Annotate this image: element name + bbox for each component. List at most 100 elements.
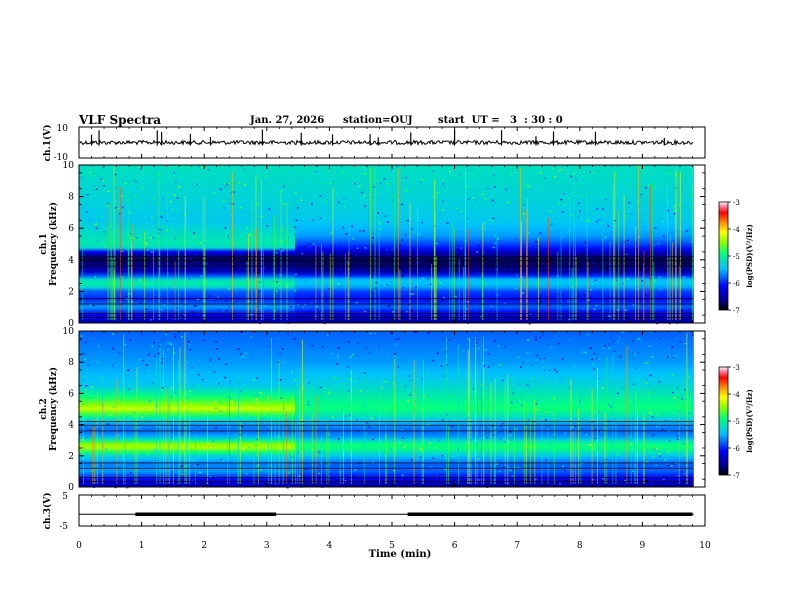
spectrogram-speckle xyxy=(651,416,654,418)
spectrogram-speckle xyxy=(124,186,127,189)
spectrogram-speckle xyxy=(653,186,656,188)
spectrogram-speckle xyxy=(542,361,545,363)
spectrogram-speckle xyxy=(432,438,435,440)
spectrogram-speckle xyxy=(608,347,611,349)
spectrogram-speckle xyxy=(292,311,295,313)
spectrogram-speckle xyxy=(692,349,695,351)
spectrogram-speckle xyxy=(158,173,160,175)
spectrogram-speckle xyxy=(435,242,438,245)
ch3-ylabel: ch.3(V) xyxy=(42,493,53,530)
spectrogram-speckle xyxy=(542,229,545,232)
spectrogram-speckle xyxy=(311,225,314,227)
spectrogram-speckle xyxy=(171,209,174,211)
spectrogram-speckle xyxy=(435,197,438,199)
spectrogram-speckle xyxy=(617,441,620,443)
spectrogram-speckle xyxy=(664,206,667,208)
spectrogram-speckle xyxy=(212,418,215,420)
spectrogram-speckle xyxy=(274,264,277,267)
spectrogram-speckle xyxy=(484,348,487,351)
spectrogram-speckle xyxy=(86,230,89,232)
spectrogram-speckle xyxy=(442,183,444,185)
spectrogram-speckle xyxy=(569,339,572,341)
spectrogram-speckle xyxy=(400,193,403,195)
spectrogram-speckle xyxy=(638,236,641,238)
spectrogram-speckle xyxy=(268,483,271,485)
spectrogram-speckle xyxy=(533,396,536,399)
spectrogram-speckle xyxy=(190,366,193,369)
spectrogram-speckle xyxy=(582,307,585,310)
spectrogram-speckle xyxy=(687,321,690,324)
spectrogram-speckle xyxy=(197,298,200,300)
colorbar-tick-label: -3 xyxy=(733,364,740,372)
spectrogram-speckle xyxy=(330,232,333,235)
spectrogram-speckle xyxy=(79,338,82,341)
spectrogram-speckle xyxy=(487,439,489,442)
spectrogram-speckle xyxy=(576,191,579,193)
spectrogram-speckle xyxy=(483,222,486,224)
spectrogram-speckle xyxy=(622,282,625,285)
spectrogram-speckle xyxy=(512,271,515,273)
time-tick-label: 0 xyxy=(76,541,82,551)
spectrogram-speckle xyxy=(472,368,475,371)
spectrogram-speckle xyxy=(409,394,412,396)
spectrogram-speckle xyxy=(280,190,283,192)
spectrogram-speckle xyxy=(633,358,636,360)
spectrogram-speckle xyxy=(589,444,592,446)
spectrogram-speckle xyxy=(510,172,513,175)
spectrogram-speckle xyxy=(94,276,97,278)
spectrogram-speckle xyxy=(166,229,168,231)
spectrogram-speckle xyxy=(161,388,164,391)
spectrogram-speckle xyxy=(177,481,180,483)
spectrogram-speckle xyxy=(526,352,529,354)
spectrogram-speckle xyxy=(147,282,149,284)
spectrogram-speckle xyxy=(441,455,444,457)
spectrogram-speckle xyxy=(158,345,161,348)
spectrogram-speckle xyxy=(469,439,472,441)
spectrogram-speckle xyxy=(379,228,382,230)
spectrogram-speckle xyxy=(357,378,360,380)
spectrogram-speckle xyxy=(394,339,397,341)
spectrogram-speckle xyxy=(207,371,210,374)
spectrogram-speckle xyxy=(142,360,144,362)
spectrogram-speckle xyxy=(654,279,657,282)
spectrogram-speckle xyxy=(577,295,580,297)
spectrogram-speckle xyxy=(477,244,480,247)
spectrogram-speckle xyxy=(356,419,359,421)
spectrogram-speckle xyxy=(622,387,625,389)
spectrogram-speckle xyxy=(81,379,84,381)
spectrogram-speckle xyxy=(251,354,254,356)
spectrogram-speckle xyxy=(688,376,690,378)
spectrogram-speckle xyxy=(466,261,469,263)
spectrogram-speckle xyxy=(671,196,674,198)
spectrogram-speckle xyxy=(349,414,352,416)
spectrogram-speckle xyxy=(620,294,623,296)
spectrogram-speckle xyxy=(232,317,235,319)
spectrogram-speckle xyxy=(152,403,154,405)
colorbar-tick-label: -7 xyxy=(733,307,740,315)
spectrogram-speckle xyxy=(250,234,253,236)
spectrogram-speckle xyxy=(256,464,259,466)
spectrogram-speckle xyxy=(338,366,341,368)
spectrogram-speckle xyxy=(160,212,163,215)
spectrogram-speckle xyxy=(187,340,190,343)
spectrogram-speckle xyxy=(154,468,157,470)
spectrogram-speckle xyxy=(630,191,633,193)
spectrogram-speckle xyxy=(114,207,117,209)
spectrogram-speckle xyxy=(81,335,83,337)
spectrogram-speckle xyxy=(333,221,336,223)
spectrogram-speckle xyxy=(388,279,391,282)
spectrogram-speckle xyxy=(308,181,311,184)
spectrogram-speckle xyxy=(659,288,662,291)
spectrogram-speckle xyxy=(331,230,334,233)
spectrogram-speckle xyxy=(218,309,221,311)
spectrogram-speckle xyxy=(635,367,638,370)
spectrogram-speckle xyxy=(230,192,233,194)
spectrogram-speckle xyxy=(593,368,595,370)
spectrogram-speckle xyxy=(356,342,359,344)
spectrogram-speckle xyxy=(488,471,491,473)
spectrogram-speckle xyxy=(166,220,169,222)
spectrogram-speckle xyxy=(493,253,496,255)
spectrogram-speckle xyxy=(544,482,546,485)
spectrogram-speckle xyxy=(401,197,404,200)
spectrogram-speckle xyxy=(397,366,400,368)
